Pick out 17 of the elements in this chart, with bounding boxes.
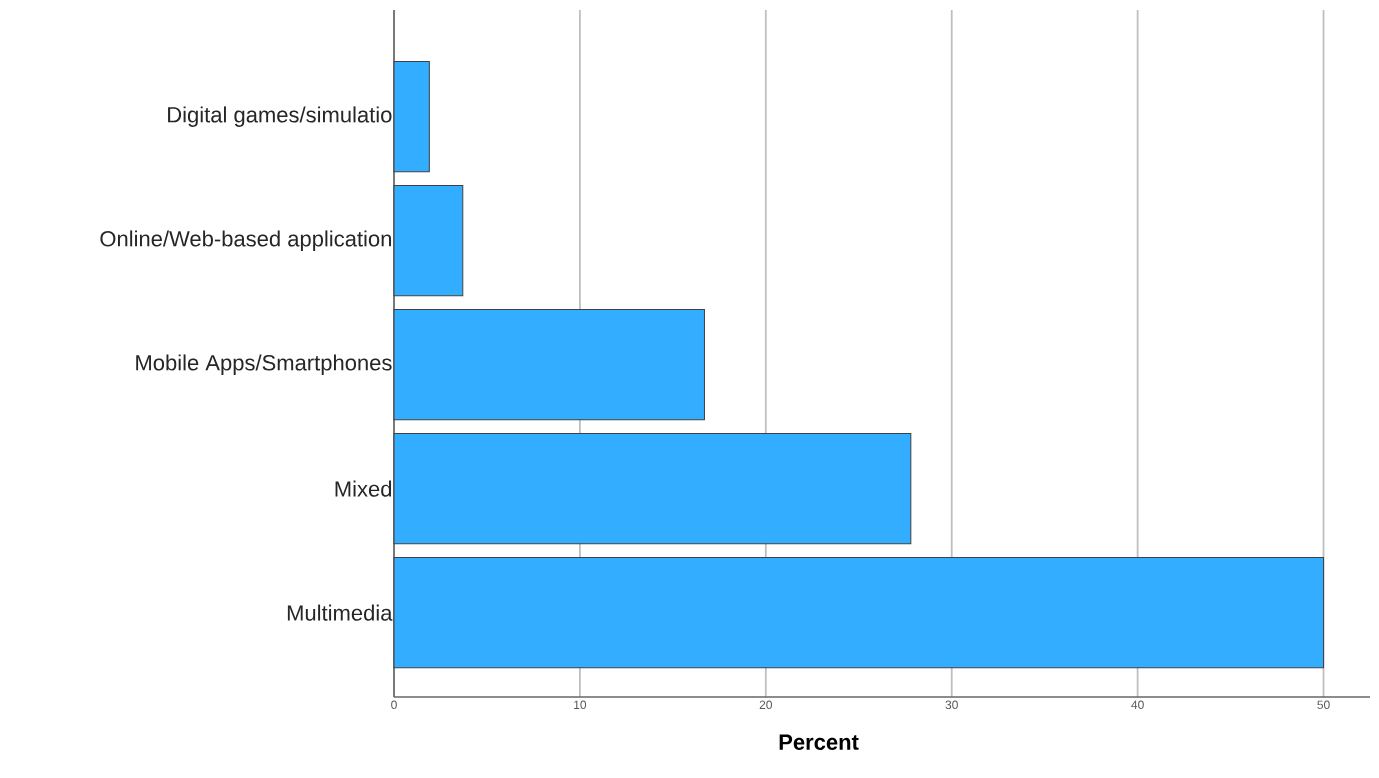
bar	[393, 308, 705, 421]
y-tick-label: Multimedia	[287, 604, 393, 621]
y-tick-label: Mobile Apps/Smartphones	[136, 354, 392, 375]
bar	[393, 556, 1325, 669]
bar	[393, 432, 912, 545]
bar	[393, 60, 430, 173]
y-tick-label: Digital games/simulatio	[168, 106, 392, 127]
y-tick-label: Online/Web-based application	[100, 230, 391, 251]
x-tick-label: 50	[1317, 700, 1330, 710]
y-tick-label: Mixed	[335, 480, 392, 497]
x-tick-label: 30	[945, 700, 958, 710]
x-tick-label: 10	[574, 700, 587, 710]
bar	[393, 184, 464, 297]
x-tick-label: 20	[759, 700, 773, 710]
x-tick-label: 0	[391, 700, 397, 710]
x-tick-label: 40	[1131, 700, 1144, 710]
x-axis-title: Percent	[779, 734, 859, 750]
